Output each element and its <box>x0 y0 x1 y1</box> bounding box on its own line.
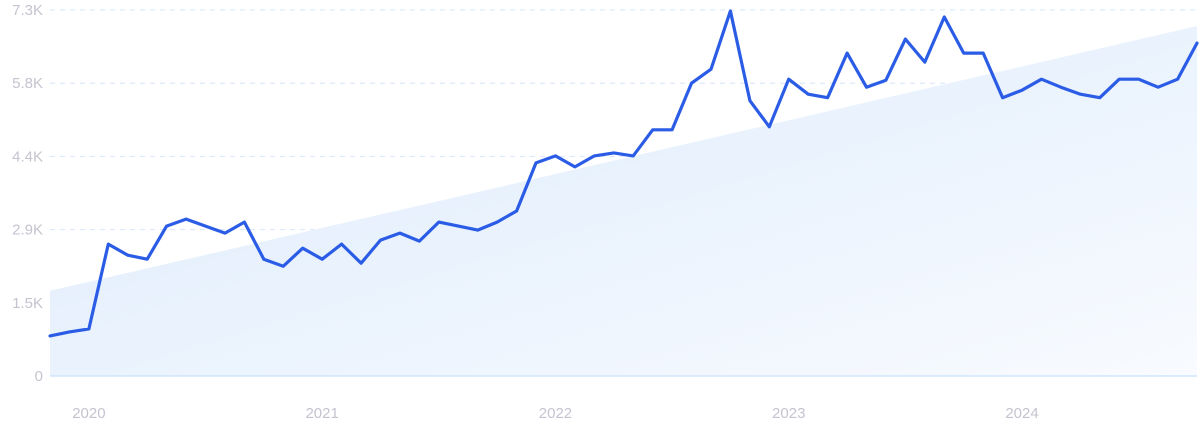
trend-area <box>50 26 1197 377</box>
x-tick-label: 2022 <box>539 405 572 422</box>
x-axis: 2020 2021 2022 2023 2024 <box>72 405 1039 422</box>
y-axis: 0 1.5K 2.9K 4.4K 5.8K 7.3K <box>12 2 43 385</box>
x-tick-label: 2024 <box>1005 405 1038 422</box>
y-tick-label: 1.5K <box>12 295 43 312</box>
series-points <box>49 10 1198 336</box>
y-tick-label: 4.4K <box>12 148 43 165</box>
x-tick-label: 2020 <box>72 405 105 422</box>
x-tick-label: 2023 <box>772 405 805 422</box>
y-tick-label: 7.3K <box>12 2 43 19</box>
x-tick-label: 2021 <box>305 405 338 422</box>
y-tick-label: 5.8K <box>12 75 43 92</box>
series-line <box>48 9 1199 338</box>
y-tick-label: 0 <box>35 368 43 385</box>
y-tick-label: 2.9K <box>12 222 43 239</box>
